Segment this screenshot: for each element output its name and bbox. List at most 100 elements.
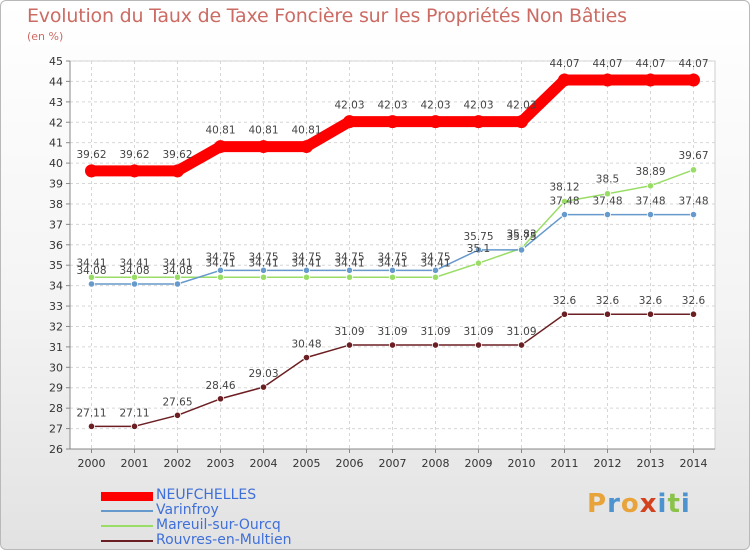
legend-label-varinfroy: Varinfroy <box>156 502 219 518</box>
series-mareuil-sur-ourcq-data-label: 39.67 <box>678 150 708 162</box>
series-rouvres-en-multien-point <box>431 341 440 349</box>
series-varinfroy-data-label: 37.48 <box>592 196 622 208</box>
series-mareuil-sur-ourcq-point <box>302 273 311 281</box>
series-neufchelles-point <box>386 115 399 129</box>
x-tick-label: 2008 <box>422 457 450 470</box>
y-tick-label: 35 <box>49 259 63 272</box>
series-varinfroy-point <box>130 280 139 288</box>
series-mareuil-sur-ourcq-data-label: 34.41 <box>291 257 321 269</box>
series-rouvres-en-multien-point <box>259 383 268 391</box>
series-neufchelles-data-label: 42.03 <box>377 100 407 112</box>
series-varinfroy-data-label: 35.75 <box>463 231 493 243</box>
y-tick-label: 33 <box>49 300 63 313</box>
series-mareuil-sur-ourcq-data-label: 34.41 <box>162 257 192 269</box>
x-tick-label: 2014 <box>680 457 708 470</box>
series-rouvres-en-multien-point <box>130 422 139 430</box>
series-varinfroy-data-label: 34.75 <box>205 251 235 263</box>
x-tick-label: 2009 <box>465 457 493 470</box>
series-mareuil-sur-ourcq-data-label: 34.41 <box>205 257 235 269</box>
series-mareuil-sur-ourcq-data-label: 38.89 <box>635 166 665 178</box>
series-neufchelles-point <box>214 140 227 154</box>
series-rouvres-en-multien-point <box>560 310 569 318</box>
series-mareuil-sur-ourcq-data-label: 34.41 <box>76 257 106 269</box>
series-mareuil-sur-ourcq-point <box>646 182 655 190</box>
series-rouvres-en-multien-data-label: 32.6 <box>639 295 663 307</box>
series-rouvres-en-multien-point <box>87 422 96 430</box>
y-tick-label: 34 <box>49 280 63 293</box>
series-mareuil-sur-ourcq-point <box>603 190 612 198</box>
x-tick-label: 2005 <box>293 457 321 470</box>
series-neufchelles-point <box>171 164 184 178</box>
series-rouvres-en-multien-data-label: 28.46 <box>205 380 235 392</box>
series-neufchelles-point <box>515 115 528 129</box>
x-tick-label: 2011 <box>551 457 579 470</box>
series-rouvres-en-multien-data-label: 30.48 <box>291 339 321 351</box>
series-mareuil-sur-ourcq-point <box>474 259 483 267</box>
series-neufchelles-point <box>558 73 571 87</box>
series-rouvres-en-multien-point <box>388 341 397 349</box>
y-tick-label: 40 <box>49 157 63 170</box>
y-tick-label: 28 <box>49 402 63 415</box>
series-varinfroy-data-label: 34.08 <box>76 265 106 277</box>
series-mareuil-sur-ourcq-data-label: 34.41 <box>377 257 407 269</box>
series-neufchelles-data-label: 42.03 <box>506 100 536 112</box>
series-rouvres-en-multien-point <box>474 341 483 349</box>
series-rouvres-en-multien-point <box>345 341 354 349</box>
legend-swatch-varinfroy <box>101 510 153 512</box>
series-rouvres-en-multien-data-label: 31.09 <box>377 326 407 338</box>
series-mareuil-sur-ourcq-point <box>560 197 569 206</box>
series-mareuil-sur-ourcq-data-label: 38.12 <box>549 181 579 193</box>
series-rouvres-en-multien-data-label: 27.65 <box>162 396 192 408</box>
series-rouvres-en-multien-data-label: 32.6 <box>553 295 577 307</box>
series-neufchelles-point <box>343 115 356 129</box>
series-neufchelles-data-label: 42.03 <box>334 100 364 112</box>
series-varinfroy-point <box>259 266 268 274</box>
legend-swatch-rouvres-en-multien <box>101 540 153 542</box>
series-varinfroy-data-label: 34.75 <box>420 251 450 263</box>
y-tick-label: 41 <box>49 137 63 150</box>
logo-letter: i <box>680 489 691 519</box>
legend-label-rouvres-en-multien: Rouvres-en-Multien <box>156 532 292 548</box>
series-varinfroy-data-label: 34.75 <box>248 251 278 263</box>
series-neufchelles-point <box>128 164 141 178</box>
series-varinfroy-point <box>646 210 655 219</box>
series-mareuil-sur-ourcq-data-label: 35.83 <box>506 228 536 240</box>
series-neufchelles-point <box>257 140 270 154</box>
series-neufchelles-point <box>601 73 614 87</box>
series-varinfroy-point <box>345 266 354 274</box>
y-tick-label: 32 <box>49 320 63 333</box>
series-neufchelles-data-label: 40.81 <box>291 125 321 137</box>
y-tick-label: 29 <box>49 382 63 395</box>
series-varinfroy-point <box>87 280 96 288</box>
y-tick-label: 45 <box>49 55 63 68</box>
y-tick-label: 38 <box>49 198 63 211</box>
series-rouvres-en-multien-data-label: 32.6 <box>682 295 706 307</box>
series-mareuil-sur-ourcq-point <box>345 273 354 281</box>
series-rouvres-en-multien-data-label: 31.09 <box>463 326 493 338</box>
series-rouvres-en-multien-point <box>302 353 311 362</box>
legend-swatch-mareuil-sur-ourcq <box>101 525 153 527</box>
series-neufchelles-data-label: 44.07 <box>549 58 579 70</box>
series-rouvres-en-multien-point <box>173 411 182 419</box>
x-tick-label: 2000 <box>78 457 106 470</box>
series-mareuil-sur-ourcq-point <box>431 273 440 281</box>
series-varinfroy-data-label: 35.75 <box>506 231 536 243</box>
series-rouvres-en-multien-data-label: 31.09 <box>506 326 536 338</box>
series-neufchelles-point <box>687 73 700 87</box>
series-rouvres-en-multien-data-label: 29.03 <box>248 368 278 380</box>
series-mareuil-sur-ourcq-data-label: 34.41 <box>248 257 278 269</box>
series-varinfroy-point <box>603 210 612 219</box>
series-neufchelles-data-label: 39.62 <box>162 149 192 161</box>
legend-label-mareuil-sur-ourcq: Mareuil-sur-Ourcq <box>156 517 281 533</box>
y-tick-label: 42 <box>49 116 63 129</box>
series-rouvres-en-multien-point <box>646 310 655 318</box>
series-neufchelles-data-label: 40.81 <box>205 125 235 137</box>
series-varinfroy-data-label: 37.48 <box>549 196 579 208</box>
series-rouvres-en-multien-data-label: 31.09 <box>334 326 364 338</box>
series-neufchelles-data-label: 42.03 <box>463 100 493 112</box>
series-mareuil-sur-ourcq-point <box>388 273 397 281</box>
series-mareuil-sur-ourcq-data-label: 38.5 <box>596 174 619 186</box>
series-varinfroy-point <box>216 266 225 274</box>
